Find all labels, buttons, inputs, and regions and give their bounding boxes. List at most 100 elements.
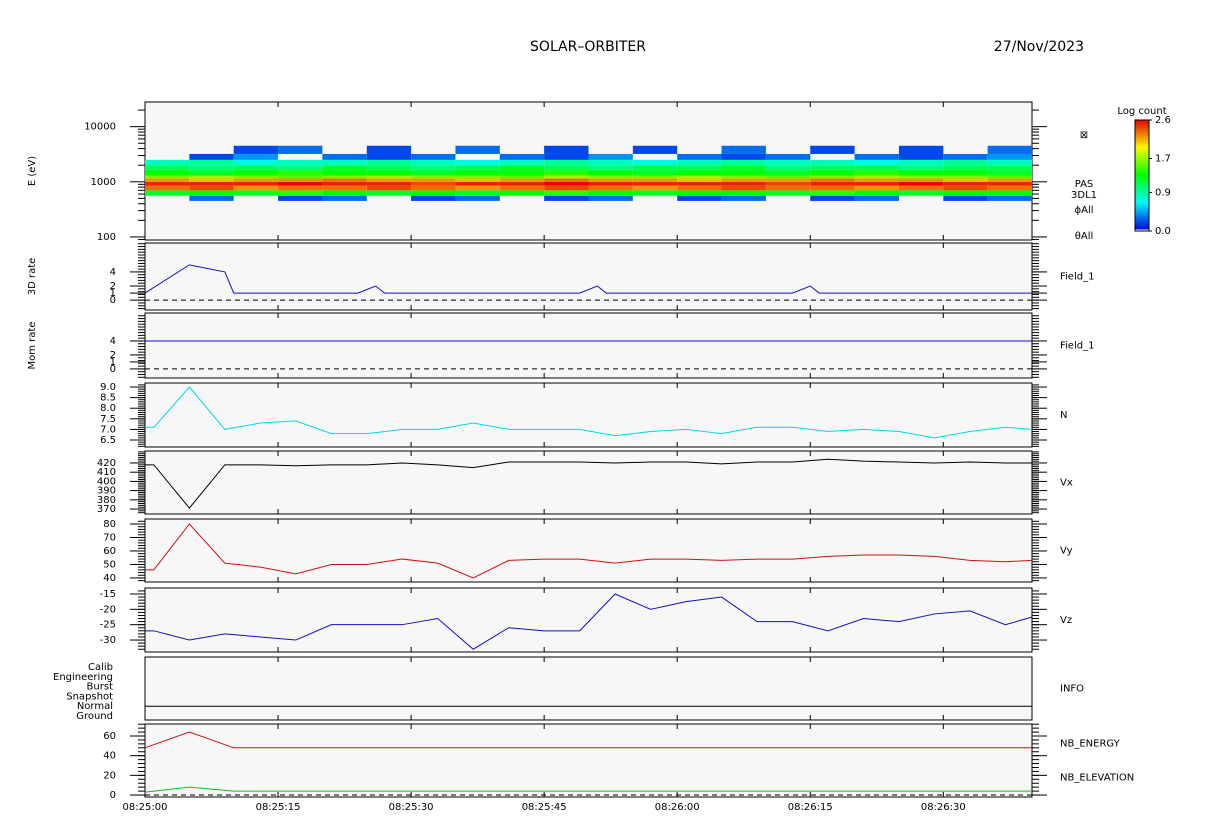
spectrogram-cell — [898, 165, 944, 171]
colorbar-title: Log count — [1117, 106, 1166, 117]
spectrogram-cell — [632, 170, 678, 176]
colorbar-swatch — [1135, 131, 1149, 135]
spectrogram-cell — [544, 159, 589, 166]
spectrogram-cell — [278, 159, 323, 166]
spectrogram-cell — [322, 185, 367, 191]
colorbar-swatch — [1135, 203, 1149, 206]
y-axis-title: Mom rate — [27, 322, 38, 370]
colorbar-swatch — [1135, 155, 1149, 159]
spectrogram-cell — [189, 190, 234, 196]
x-tick-label: 08:25:00 — [123, 802, 168, 813]
spectrogram-cell — [810, 185, 855, 191]
y-tick-label: 80 — [103, 519, 116, 530]
spectrogram-cell — [322, 181, 367, 186]
spectrogram-cell — [632, 175, 678, 179]
series-label: NB_ENERGY — [1060, 738, 1121, 749]
spectrogram-cell — [411, 190, 456, 196]
y-tick-label: 8.5 — [100, 393, 116, 404]
spectrogram-cell — [810, 165, 855, 171]
colorbar-swatch — [1135, 129, 1149, 133]
spectrogram-cell — [499, 185, 545, 191]
spectrogram-cell — [278, 185, 323, 191]
spectrogram-cell — [677, 181, 722, 186]
spectrogram-cell — [677, 165, 722, 171]
y-tick-label: 1 — [110, 357, 116, 368]
spectrogram-cell — [898, 170, 944, 176]
colorbar-swatch — [1135, 185, 1149, 188]
colorbar-swatch — [1135, 193, 1149, 196]
spectrogram-cell — [455, 145, 500, 154]
spectrogram-cell — [854, 175, 899, 179]
spectrogram-cell — [411, 153, 456, 160]
spectrogram-cell — [411, 170, 456, 176]
spectrogram-cell — [455, 181, 500, 186]
spectrogram-cell — [189, 159, 234, 166]
colorbar-swatch — [1135, 135, 1149, 139]
y-tick-label: 0 — [110, 295, 116, 306]
colorbar-swatch — [1135, 139, 1149, 143]
y-tick-label: 370 — [97, 504, 116, 515]
side-label: ϕAll — [1075, 205, 1094, 216]
series-label: Vx — [1060, 478, 1073, 489]
y-tick-label: 7.0 — [100, 424, 116, 435]
spectrogram-cell — [233, 159, 279, 166]
spectrogram-cell — [366, 175, 412, 179]
spectrogram-cell — [810, 190, 855, 196]
spectrogram-cell — [721, 159, 766, 166]
series-label: Field_1 — [1060, 272, 1094, 283]
y-tick-label: -25 — [100, 620, 116, 631]
series-label: Field_1 — [1060, 341, 1094, 352]
spectrogram-cell — [322, 178, 367, 182]
spectrogram-cell — [810, 159, 855, 166]
colorbar-swatch — [1135, 177, 1149, 180]
panel — [144, 312, 1033, 379]
colorbar-swatch — [1135, 221, 1149, 224]
spectrogram-cell — [632, 178, 678, 182]
series-line — [144, 264, 1032, 294]
y-tick-label: -30 — [100, 635, 116, 646]
spectrogram-cell — [145, 175, 190, 179]
colorbar-swatch — [1135, 175, 1149, 178]
colorbar-swatch — [1135, 199, 1149, 202]
y-tick-label: 0 — [110, 790, 116, 801]
spectrogram-cell — [898, 153, 944, 160]
panel — [144, 723, 1033, 798]
colorbar-swatch — [1135, 209, 1149, 212]
series-line — [144, 786, 1032, 793]
spectrogram-cell — [189, 175, 234, 179]
series-label: NB_ELEVATION — [1060, 773, 1134, 784]
spectrogram-cell — [765, 175, 811, 179]
spectrogram-cell — [854, 181, 899, 186]
spectrogram-cell — [810, 175, 855, 179]
spectrogram-cell — [455, 185, 500, 191]
spectrogram-cell — [278, 178, 323, 182]
spectrogram-cell — [499, 181, 545, 186]
spectrogram-cell — [721, 185, 766, 191]
spectrogram-cell — [898, 185, 944, 191]
spectrogram-cell — [233, 178, 279, 182]
x-tick-label: 08:26:00 — [655, 802, 700, 813]
state-label: Engineering — [53, 672, 113, 683]
spectrogram-cell — [278, 181, 323, 186]
colorbar-swatch — [1135, 223, 1149, 226]
spectrogram-cell — [810, 170, 855, 176]
spectrogram-cell — [366, 165, 412, 171]
colorbar-swatch — [1135, 179, 1149, 182]
spectrogram-cell — [588, 153, 633, 160]
spectrogram-cell — [189, 178, 234, 182]
spectrogram-cell — [411, 195, 456, 201]
spectrogram-cell — [632, 181, 678, 186]
colorbar-swatch — [1135, 227, 1149, 230]
spectrogram-cell — [544, 175, 589, 179]
series-label: INFO — [1060, 684, 1084, 695]
state-label: Snapshot — [66, 691, 113, 702]
side-label: θAll — [1075, 231, 1094, 242]
x-tick-label: 08:26:15 — [788, 802, 833, 813]
colorbar-swatch — [1135, 169, 1149, 173]
y-tick-label: 60 — [103, 731, 116, 742]
y-tick-label: 20 — [103, 770, 116, 781]
y-tick-label: 4 — [110, 267, 116, 278]
spectrogram-cell — [189, 165, 234, 171]
y-tick-label: 40 — [103, 573, 116, 584]
colorbar-swatch — [1135, 207, 1149, 210]
